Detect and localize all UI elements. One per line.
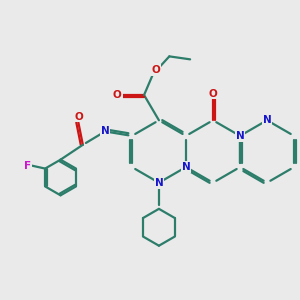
Text: N: N bbox=[101, 126, 110, 136]
Text: N: N bbox=[154, 178, 163, 188]
Text: O: O bbox=[152, 65, 160, 75]
Text: N: N bbox=[236, 131, 244, 141]
Text: O: O bbox=[208, 88, 217, 98]
Text: N: N bbox=[182, 162, 190, 172]
Text: N: N bbox=[263, 115, 272, 125]
Text: O: O bbox=[74, 112, 83, 122]
Text: O: O bbox=[113, 90, 122, 100]
Text: F: F bbox=[24, 160, 31, 171]
